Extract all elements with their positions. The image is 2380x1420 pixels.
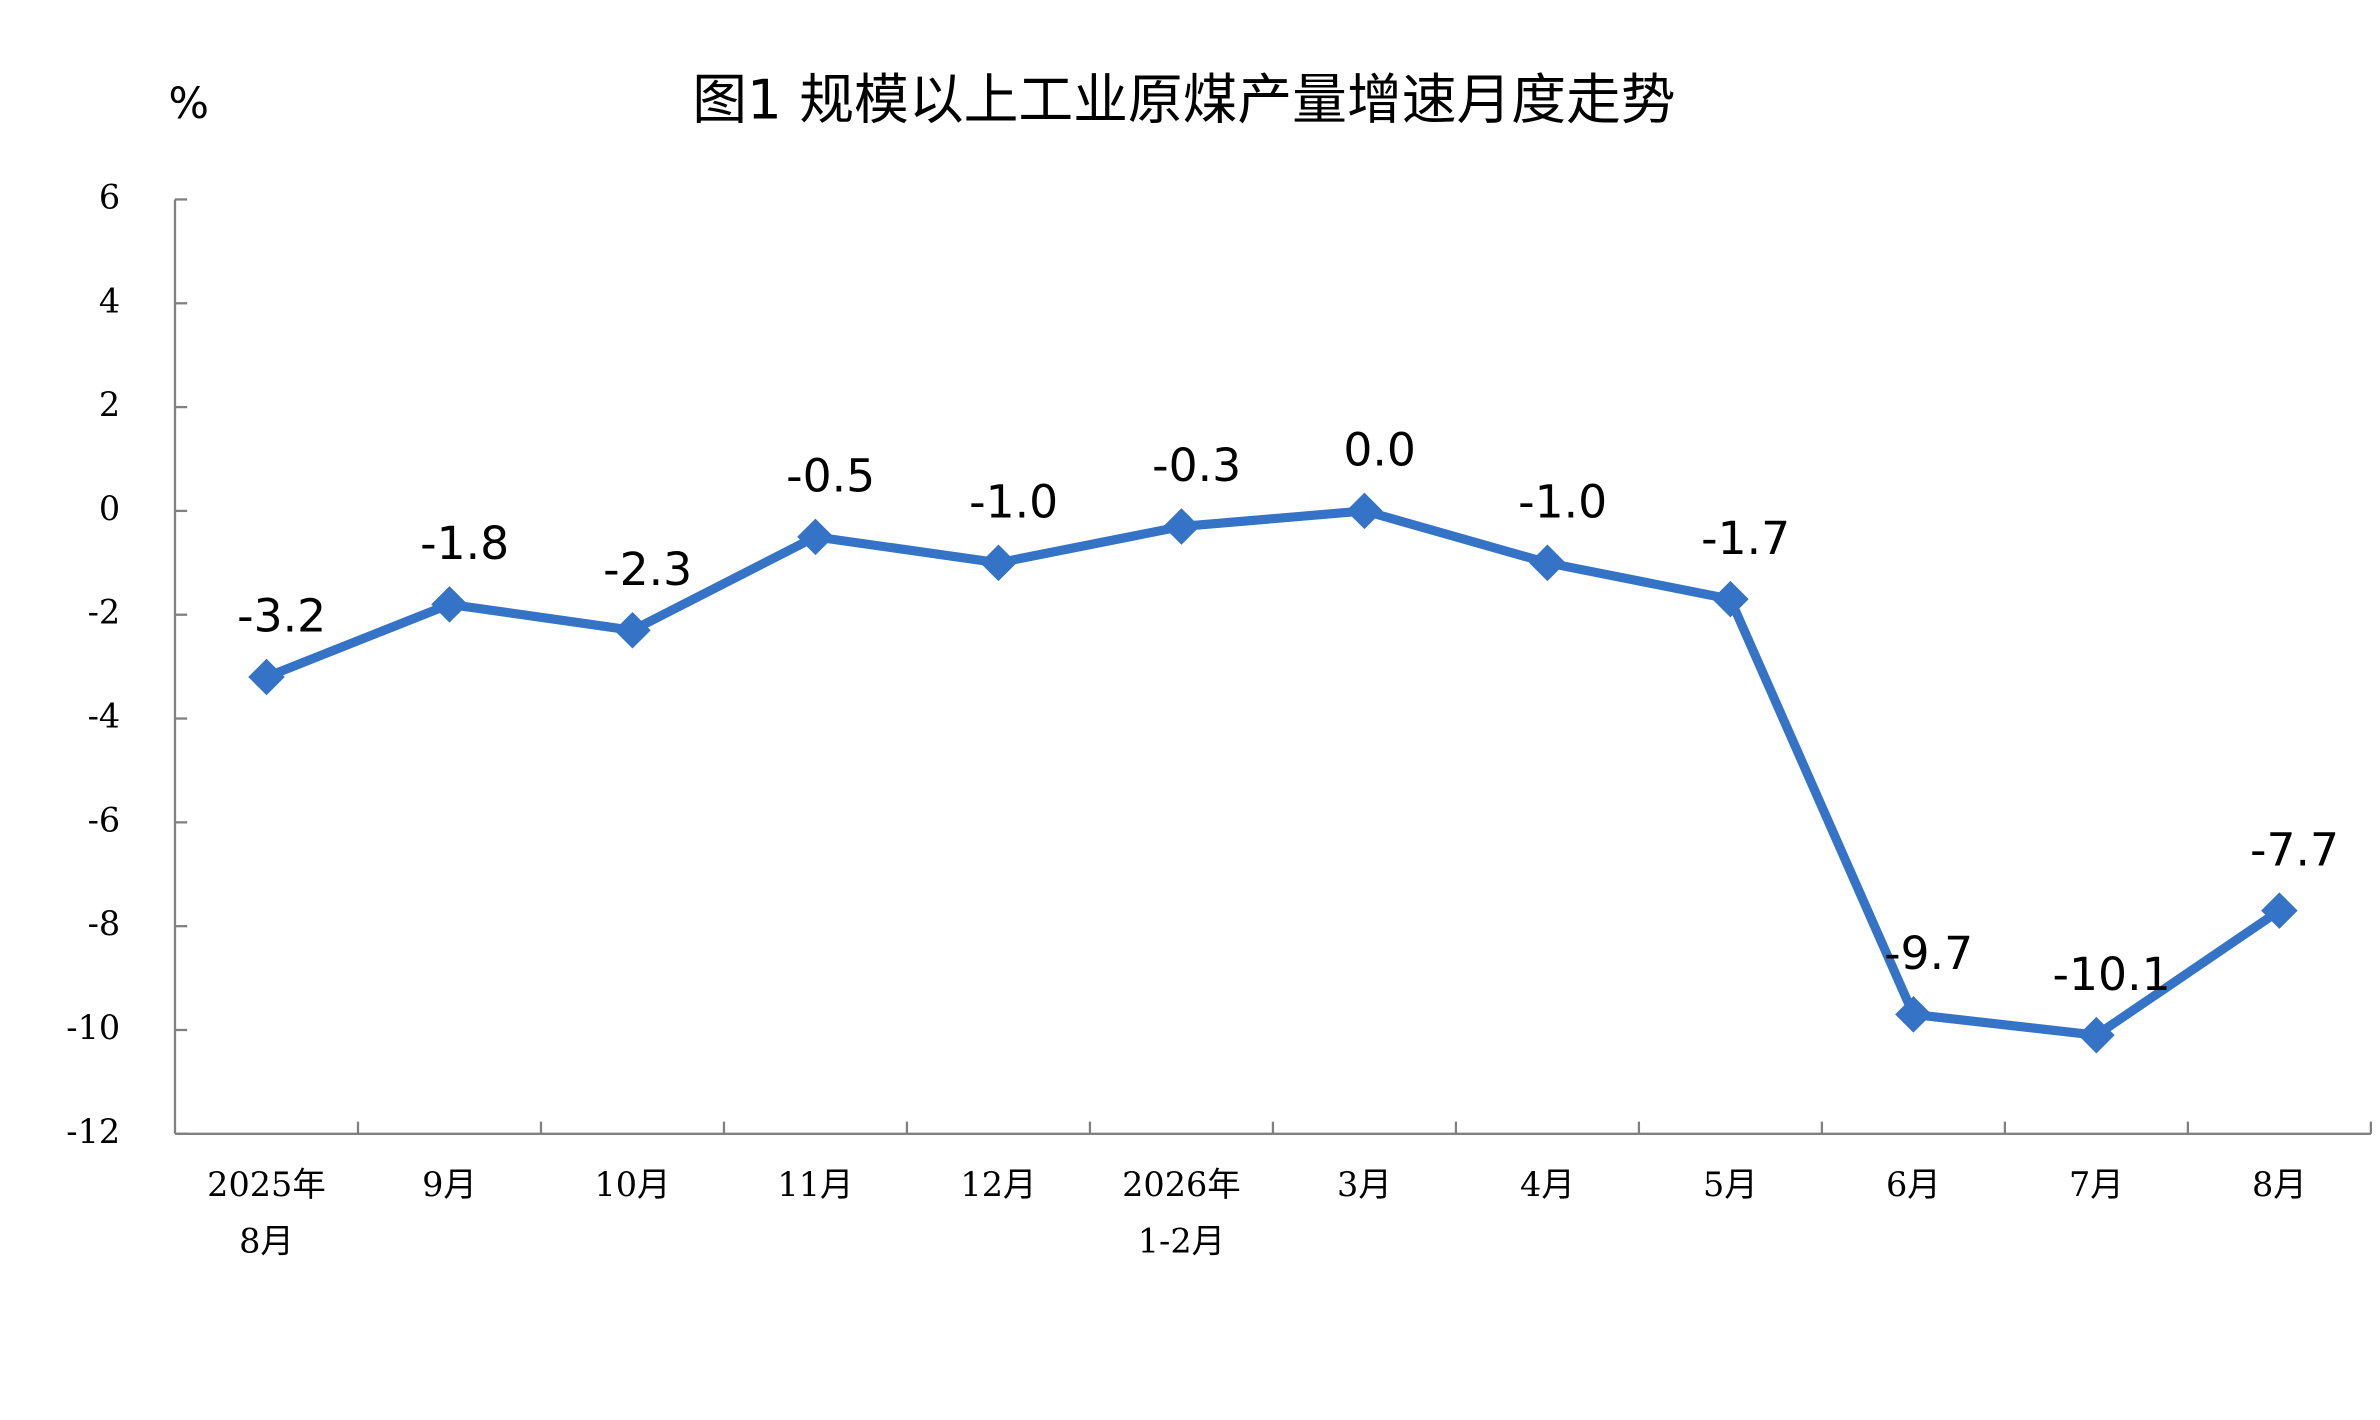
y-tick-label: -8: [88, 904, 121, 943]
x-tick-label: 8月: [239, 1221, 294, 1260]
y-axis-label: %: [168, 79, 208, 129]
x-tick-label: 9月: [422, 1165, 477, 1204]
data-label: 0.0: [1343, 424, 1416, 477]
y-tick-label: -12: [66, 1112, 120, 1151]
x-tick-label: 1-2月: [1138, 1221, 1225, 1260]
x-tick-label: 11月: [777, 1165, 853, 1204]
data-label: -0.5: [786, 450, 875, 503]
chart-title: 图1 规模以上工业原煤产量增速月度走势: [692, 68, 1675, 132]
series-line: [264, 506, 2282, 1040]
data-label: -3.2: [237, 590, 326, 643]
x-tick-label: 3月: [1337, 1165, 1392, 1204]
marker: [248, 658, 285, 696]
y-tick-label: 6: [99, 177, 120, 216]
x-tick-label: 2025年: [207, 1165, 326, 1204]
data-label: -7.7: [2250, 823, 2339, 876]
marker: [2261, 892, 2298, 929]
y-tick-label: -10: [66, 1008, 120, 1047]
x-tick-label: 10月: [594, 1165, 670, 1204]
marker: [1163, 508, 1200, 545]
data-label: -1.7: [1701, 512, 1790, 565]
marker: [431, 586, 468, 623]
y-tick-label: -4: [88, 697, 121, 736]
marker: [1895, 996, 1932, 1033]
data-label: -2.3: [603, 543, 692, 596]
data-label: -9.7: [1884, 927, 1973, 980]
data-label: -0.3: [1152, 439, 1241, 492]
x-tick-label: 7月: [2069, 1165, 2124, 1204]
marker: [614, 612, 651, 649]
data-label: -1.0: [969, 475, 1058, 528]
data-label: -1.8: [420, 517, 509, 570]
x-tick-label: 6月: [1886, 1165, 1941, 1204]
x-tick-label: 8月: [2252, 1165, 2307, 1204]
x-tick-label: 4月: [1520, 1165, 1575, 1204]
marker: [797, 518, 834, 556]
y-tick-label: -2: [88, 593, 121, 632]
x-tick-label: 2026年: [1122, 1165, 1241, 1204]
y-tick-label: -6: [88, 800, 121, 839]
y-tick-label: 2: [99, 385, 120, 424]
data-label: -10.1: [2053, 948, 2171, 1001]
data-label: -1.0: [1518, 475, 1607, 528]
x-tick-label: 12月: [960, 1165, 1036, 1204]
y-tick-label: 0: [99, 489, 120, 528]
x-tick-label: 5月: [1703, 1165, 1758, 1204]
marker: [2078, 1016, 2115, 1054]
y-tick-label: 4: [99, 281, 120, 320]
